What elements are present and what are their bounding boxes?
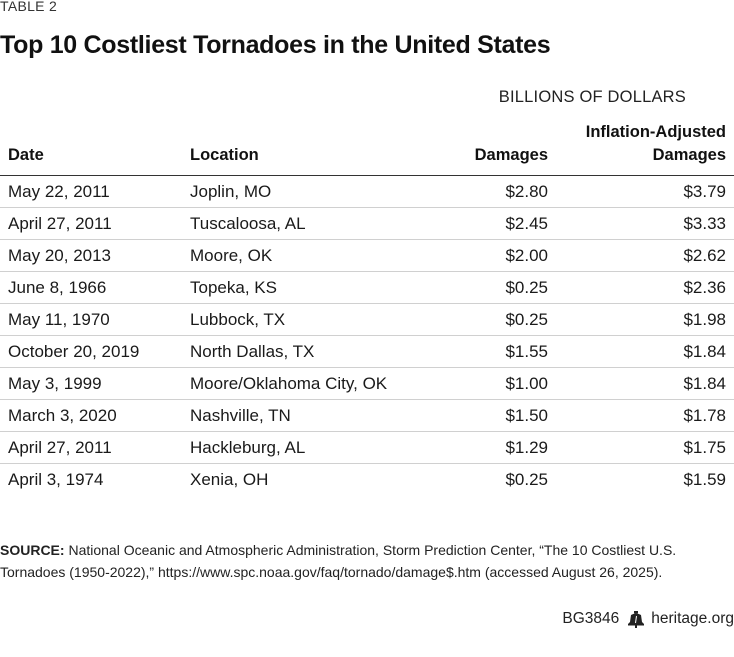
cell-damages: $0.25 — [505, 310, 548, 329]
cell-damages: $1.55 — [505, 342, 548, 361]
cell-inflation-adjusted: $1.84 — [683, 342, 726, 361]
cell-inflation-adjusted: $1.75 — [683, 438, 726, 457]
report-code: BG3846 — [562, 610, 620, 627]
units-label: BILLIONS OF DOLLARS — [498, 88, 686, 106]
table-row: April 27, 2011 Hackleburg, AL $1.29 $1.75 — [0, 432, 734, 464]
cell-damages: $1.29 — [505, 438, 548, 457]
table-row: May 11, 1970 Lubbock, TX $0.25 $1.98 — [0, 304, 734, 336]
column-header-adjusted-line1: Inflation-Adjusted — [585, 123, 726, 141]
page-title: Top 10 Costliest Tornadoes in the United… — [0, 31, 551, 59]
table-label: TABLE 2 — [0, 0, 58, 14]
column-header-adjusted-line2: Damages — [652, 146, 726, 164]
table-row: April 27, 2011 Tuscaloosa, AL $2.45 $3.33 — [0, 208, 734, 240]
source-label: SOURCE: — [0, 542, 65, 558]
cell-date: April 27, 2011 — [8, 438, 112, 457]
cell-location: Moore, OK — [190, 246, 273, 265]
cell-location: Joplin, MO — [190, 182, 272, 201]
cell-damages: $2.00 — [505, 246, 548, 265]
cell-inflation-adjusted: $1.78 — [683, 406, 726, 425]
cell-location: Lubbock, TX — [190, 310, 286, 329]
cell-damages: $2.45 — [505, 214, 548, 233]
cell-date: June 8, 1966 — [8, 278, 107, 297]
cell-date: May 3, 1999 — [8, 374, 102, 393]
source-note: SOURCE: National Oceanic and Atmospheric… — [0, 539, 720, 583]
column-header-location: Location — [190, 146, 259, 164]
table-row: October 20, 2019 North Dallas, TX $1.55 $1.… — [0, 336, 734, 368]
cell-damages: $2.80 — [505, 182, 548, 201]
table-row: March 3, 2020 Nashville, TN $1.50 $1.78 — [0, 400, 734, 432]
source-text: National Oceanic and Atmospheric Adminis… — [0, 542, 677, 580]
cell-date: May 22, 2011 — [8, 182, 110, 201]
cell-location: North Dallas, TX — [190, 342, 315, 361]
cell-location: Xenia, OH — [190, 470, 269, 489]
data-table: Date Location Damages Inflation-Adjusted… — [0, 120, 734, 495]
cell-damages: $0.25 — [505, 470, 548, 489]
cell-date: October 20, 2019 — [8, 342, 140, 361]
cell-date: May 11, 1970 — [8, 310, 110, 329]
column-header-date: Date — [8, 146, 44, 164]
table-row: May 20, 2013 Moore, OK $2.00 $2.62 — [0, 240, 734, 272]
table-body: May 22, 2011 Joplin, MO $2.80 $3.79 April 27… — [0, 176, 734, 495]
cell-inflation-adjusted: $2.62 — [683, 246, 726, 265]
cell-location: Nashville, TN — [190, 406, 291, 425]
cell-location: Topeka, KS — [190, 278, 277, 297]
cell-location: Moore/Oklahoma City, OK — [190, 374, 388, 393]
column-header-damages: Damages — [474, 146, 548, 164]
column-header-inflation-adjusted: Inflation-Adjusted Damages — [586, 121, 726, 167]
cell-inflation-adjusted: $1.59 — [683, 470, 726, 489]
cell-inflation-adjusted: $1.98 — [683, 310, 726, 329]
cell-damages: $0.25 — [505, 278, 548, 297]
liberty-bell-icon — [627, 610, 645, 628]
cell-inflation-adjusted: $3.79 — [683, 182, 726, 201]
cell-date: March 3, 2020 — [8, 406, 117, 425]
cell-location: Tuscaloosa, AL — [190, 214, 306, 233]
cell-damages: $1.50 — [505, 406, 548, 425]
cell-inflation-adjusted: $2.36 — [683, 278, 726, 297]
table-header: Date Location Damages Inflation-Adjusted… — [0, 120, 734, 176]
cell-inflation-adjusted: $1.84 — [683, 374, 726, 393]
table-row: April 3, 1974 Xenia, OH $0.25 $1.59 — [0, 464, 734, 495]
cell-date: April 27, 2011 — [8, 214, 112, 233]
site-name[interactable]: heritage.org — [651, 610, 734, 627]
cell-inflation-adjusted: $3.33 — [683, 214, 726, 233]
footer: BG3846 heritage.org — [562, 610, 734, 628]
cell-location: Hackleburg, AL — [190, 438, 306, 457]
cell-date: April 3, 1974 — [8, 470, 104, 489]
table-row: June 8, 1966 Topeka, KS $0.25 $2.36 — [0, 272, 734, 304]
table-row: May 3, 1999 Moore/Oklahoma City, OK $1.00 $… — [0, 368, 734, 400]
table-row: May 22, 2011 Joplin, MO $2.80 $3.79 — [0, 176, 734, 208]
cell-date: May 20, 2013 — [8, 246, 112, 265]
cell-damages: $1.00 — [505, 374, 548, 393]
